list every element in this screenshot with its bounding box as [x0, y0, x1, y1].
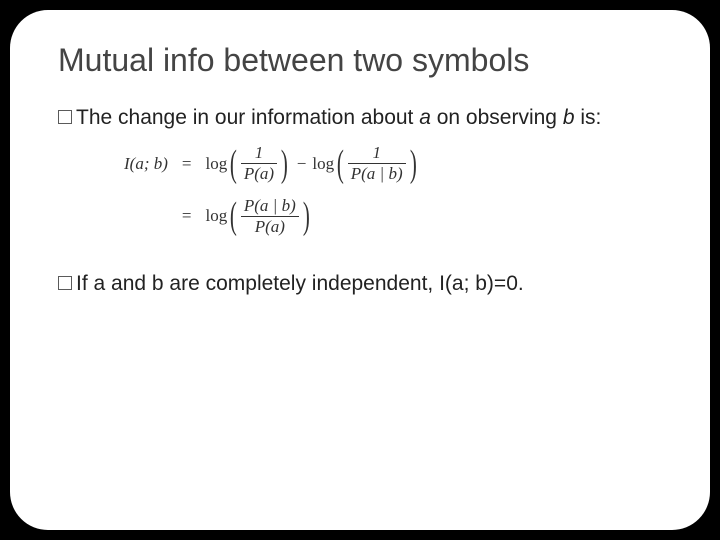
fraction-1: 1 P(a)	[241, 144, 277, 183]
bullet-1-b: b	[563, 106, 575, 129]
bullet-1-a: a	[419, 106, 431, 129]
rparen-icon: )	[409, 145, 416, 183]
bullet-box-icon	[58, 110, 72, 124]
lparen-icon: (	[337, 145, 344, 183]
bullet-1-prefix: The change in our information about	[76, 106, 419, 129]
formula: I(a; b) = log ( 1 P(a) ) − log (	[124, 144, 419, 235]
bullet-2: If a and b are completely independent, I…	[58, 270, 662, 298]
rparen-icon: )	[281, 145, 288, 183]
frac2-num: 1	[369, 144, 384, 162]
formula-rhs-1: log ( 1 P(a) ) − log ( 1 P(	[206, 144, 420, 183]
log-term-3: log ( P(a | b) P(a) )	[206, 197, 313, 236]
log-term-2: log ( 1 P(a | b) )	[312, 144, 419, 183]
fraction-3: P(a | b) P(a)	[241, 197, 299, 236]
log-label: log	[312, 154, 334, 174]
frac3-den: P(a)	[252, 218, 288, 236]
log-label: log	[206, 154, 228, 174]
lparen-icon: (	[230, 145, 237, 183]
bullet-1-suffix: is:	[575, 106, 602, 129]
minus-sign: −	[297, 154, 307, 174]
frac1-num: 1	[252, 144, 267, 162]
bullet-1-mid: on observing	[431, 106, 563, 129]
formula-eq-2: =	[182, 206, 192, 226]
lparen-icon: (	[230, 197, 237, 235]
bullet-2-text: If a and b are completely independent, I…	[76, 270, 662, 298]
page-title: Mutual info between two symbols	[58, 40, 662, 80]
formula-eq-1: =	[182, 154, 192, 174]
formula-rhs-2: log ( P(a | b) P(a) )	[206, 197, 420, 236]
frac2-den: P(a | b)	[348, 165, 406, 183]
bullet-box-icon	[58, 276, 72, 290]
bullet-1-text: The change in our information about a on…	[76, 104, 662, 132]
log-term-1: log ( 1 P(a) )	[206, 144, 291, 183]
frac1-den: P(a)	[241, 165, 277, 183]
log-label: log	[206, 206, 228, 226]
bullet-1: The change in our information about a on…	[58, 104, 662, 132]
rparen-icon: )	[303, 197, 310, 235]
formula-block: I(a; b) = log ( 1 P(a) ) − log (	[124, 144, 662, 235]
frac3-num: P(a | b)	[241, 197, 299, 215]
fraction-2: 1 P(a | b)	[348, 144, 406, 183]
formula-lhs: I(a; b)	[124, 154, 168, 174]
slide-card: Mutual info between two symbols The chan…	[10, 10, 710, 530]
